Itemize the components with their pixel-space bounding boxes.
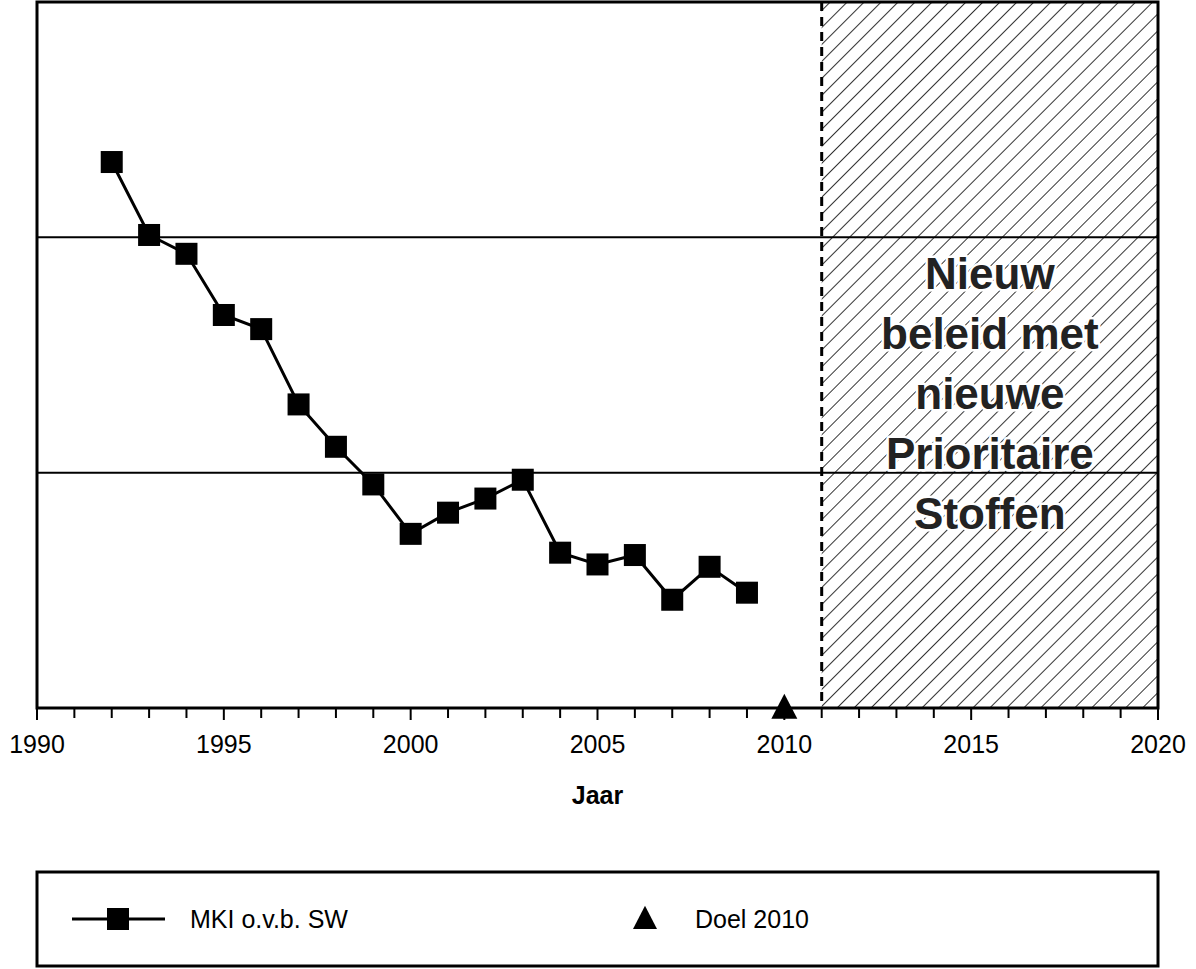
- data-point: [400, 523, 422, 545]
- x-minor-tick: [821, 708, 823, 718]
- data-point: [362, 473, 384, 495]
- x-minor-tick: [260, 708, 262, 718]
- series-markers: [101, 151, 798, 719]
- data-point: [288, 393, 310, 415]
- data-point: [138, 224, 160, 246]
- x-tick-label: 2000: [383, 730, 439, 758]
- x-minor-tick: [709, 708, 711, 718]
- plot-frame: [37, 2, 1158, 708]
- x-tick: [597, 708, 599, 720]
- data-point: [101, 151, 123, 173]
- x-tick: [36, 708, 38, 720]
- x-tick-label: 2010: [757, 730, 813, 758]
- x-tick: [223, 708, 225, 720]
- x-minor-tick: [522, 708, 524, 718]
- legend-label: MKI o.v.b. SW: [190, 905, 348, 933]
- x-minor-tick: [1045, 708, 1047, 718]
- x-tick-label: 2015: [943, 730, 999, 758]
- data-point: [325, 436, 347, 458]
- x-minor-tick: [1008, 708, 1010, 718]
- legend-marker: [633, 906, 657, 929]
- legend-label: Doel 2010: [695, 905, 809, 933]
- data-point: [250, 318, 272, 340]
- x-tick-label: 1995: [196, 730, 252, 758]
- data-point: [213, 304, 235, 326]
- x-minor-tick: [298, 708, 300, 718]
- x-minor-tick: [895, 708, 897, 718]
- data-point: [699, 556, 721, 578]
- x-minor-tick: [858, 708, 860, 718]
- x-minor-tick: [185, 708, 187, 718]
- x-tick-label: 1990: [9, 730, 65, 758]
- data-point: [736, 582, 758, 604]
- data-point: [624, 544, 646, 566]
- x-minor-tick: [559, 708, 561, 718]
- data-point: [587, 553, 609, 575]
- x-minor-tick: [933, 708, 935, 718]
- x-minor-tick: [671, 708, 673, 718]
- data-point: [512, 469, 534, 491]
- x-minor-tick: [484, 708, 486, 718]
- annotation-text: Stoffen: [914, 489, 1066, 538]
- x-tick-label: 2005: [570, 730, 626, 758]
- series-line: [112, 162, 747, 600]
- data-point: [549, 542, 571, 564]
- x-minor-tick: [73, 708, 75, 718]
- data-point: [175, 243, 197, 265]
- x-minor-tick: [746, 708, 748, 718]
- annotation-text: Nieuw: [925, 249, 1055, 298]
- region-border: [820, 2, 823, 708]
- annotation-text: beleid met: [881, 309, 1099, 358]
- annotation-regions: [822, 2, 1158, 708]
- x-minor-tick: [372, 708, 374, 718]
- x-tick: [970, 708, 972, 720]
- x-minor-tick: [148, 708, 150, 718]
- x-tick: [410, 708, 412, 720]
- series-lines: [112, 162, 747, 600]
- x-minor-tick: [1120, 708, 1122, 718]
- x-minor-tick: [335, 708, 337, 718]
- x-minor-tick: [634, 708, 636, 718]
- x-tick: [1157, 708, 1159, 720]
- data-point: [661, 589, 683, 611]
- x-minor-tick: [447, 708, 449, 718]
- x-tick-label: 2020: [1130, 730, 1186, 758]
- x-tick: [783, 708, 785, 720]
- data-point: [437, 502, 459, 524]
- policy-region: [822, 2, 1158, 708]
- annotation-text: nieuwe: [915, 369, 1064, 418]
- x-minor-tick: [1082, 708, 1084, 718]
- x-axis-label: Jaar: [572, 781, 624, 809]
- legend-marker: [107, 908, 129, 930]
- legend: MKI o.v.b. SW Doel 2010: [37, 872, 1158, 966]
- x-minor-tick: [111, 708, 113, 718]
- annotation-text: Prioritaire: [886, 429, 1094, 478]
- legend-box: [37, 872, 1158, 966]
- chart: Nieuw beleid met nieuwe Prioritaire Stoffen 1…: [0, 0, 1196, 969]
- data-point: [474, 488, 496, 510]
- annotation-texts: Nieuw beleid met nieuwe Prioritaire Stoffen: [881, 249, 1099, 538]
